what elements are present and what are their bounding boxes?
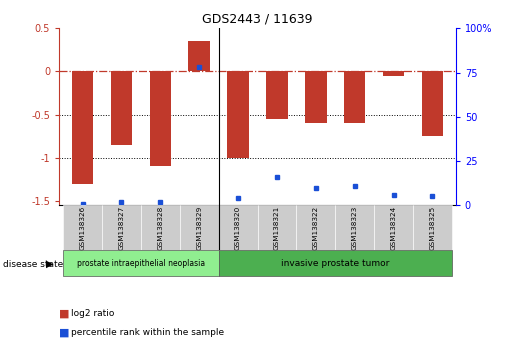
Bar [335,205,374,250]
Text: GSM138328: GSM138328 [157,205,163,250]
Bar [150,72,171,166]
Bar [422,72,443,136]
Bar [305,72,327,123]
Text: GSM138326: GSM138326 [79,205,85,250]
Text: GSM138325: GSM138325 [430,205,436,250]
Text: percentile rank within the sample: percentile rank within the sample [71,328,224,337]
Text: GSM138324: GSM138324 [390,205,397,250]
Bar [374,205,413,250]
Bar [266,72,288,119]
Text: GSM138322: GSM138322 [313,205,319,250]
Bar [102,205,141,250]
Bar [141,205,180,250]
Bar [296,205,335,250]
Bar [258,205,296,250]
Text: ▶: ▶ [46,259,54,269]
Text: log2 ratio: log2 ratio [71,309,114,318]
Text: GSM138320: GSM138320 [235,205,241,250]
Bar [219,205,258,250]
Text: ■: ■ [59,308,70,318]
Bar [180,205,219,250]
Text: ■: ■ [59,328,70,338]
Bar [383,72,404,76]
Text: prostate intraepithelial neoplasia: prostate intraepithelial neoplasia [77,259,205,268]
Bar [344,72,365,123]
Text: GSM138327: GSM138327 [118,205,125,250]
Bar [219,250,452,276]
Text: disease state: disease state [3,259,63,269]
Bar [413,205,452,250]
Bar [111,72,132,145]
Bar [63,250,219,276]
Bar [188,41,210,72]
Text: GSM138323: GSM138323 [352,205,358,250]
Text: invasive prostate tumor: invasive prostate tumor [281,259,389,268]
Text: GSM138321: GSM138321 [274,205,280,250]
Bar [63,205,102,250]
Text: GSM138329: GSM138329 [196,205,202,250]
Bar [72,72,93,184]
Bar [227,72,249,158]
Title: GDS2443 / 11639: GDS2443 / 11639 [202,13,313,26]
